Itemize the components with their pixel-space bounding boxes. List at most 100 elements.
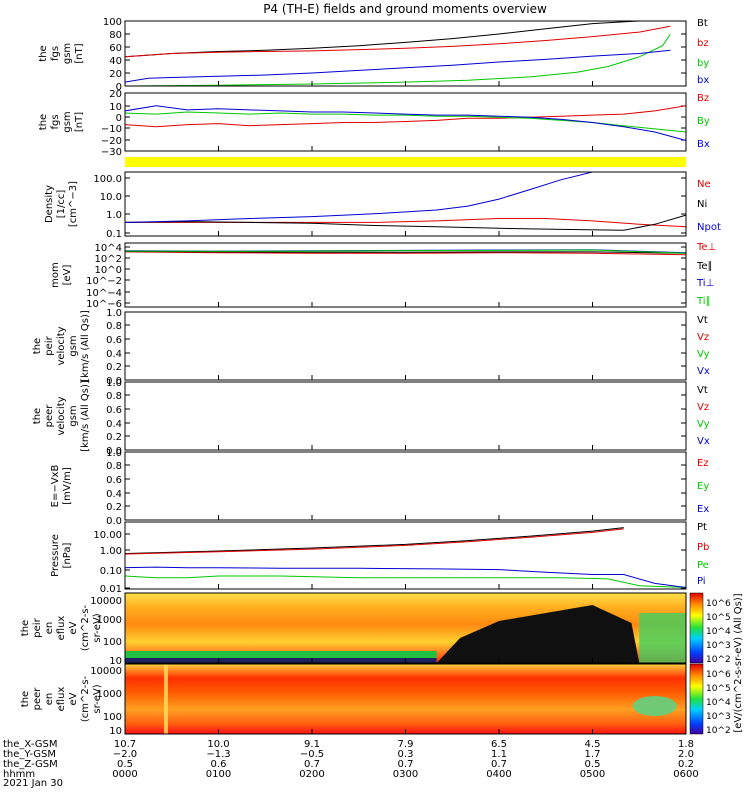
xaxis-row-label: the_X-GSM <box>3 739 57 750</box>
panel-7-ylabel: E=−VxB <box>50 465 61 508</box>
panel-6-ytick: 0.6 <box>106 405 122 416</box>
xaxis-row-value: 10.0 <box>207 739 229 750</box>
colorbar-tick: 10^6 <box>706 670 731 680</box>
panel-9-ylabel: en <box>44 622 55 635</box>
panel-8-ytick: 1.00 <box>100 546 122 557</box>
series-Ti∥ <box>124 249 687 254</box>
panel-2-ytick: −20 <box>101 136 122 147</box>
legend-Ti∥: Ti∥ <box>696 296 711 307</box>
panel-7-ytick: 0.8 <box>106 461 122 472</box>
xaxis-row-value: 0.5 <box>585 759 601 770</box>
series-Bx <box>124 105 687 141</box>
plot-title: P4 (TH-E) fields and ground moments over… <box>263 2 547 16</box>
colorbar-label: [eV/(cm^2-s-sr-eV) (All Qs)] <box>733 593 744 732</box>
panel-10-ytick: 1000 <box>97 689 122 700</box>
colorbar-tick: 10^4 <box>706 698 731 708</box>
panel-8-ytick: 0.10 <box>100 566 122 577</box>
legend-Vx: Vx <box>697 436 710 447</box>
panel-9-ylabel: peir <box>32 617 43 637</box>
panel-2-ytick: −30 <box>101 147 122 158</box>
panel-5-ylabel: gsm <box>68 335 79 356</box>
panel-10-ylabel: eV <box>68 692 79 705</box>
legend-Pb: Pb <box>697 542 709 553</box>
panel-10-ylabel: en <box>44 693 55 706</box>
panel-4 <box>124 242 687 308</box>
panel-5-ylabel: [km/s (All Qs)] <box>80 310 91 382</box>
panel-9 <box>124 592 687 664</box>
series-Bt <box>124 20 671 58</box>
panel-3-ylabel: [cm^−3] <box>68 181 79 227</box>
legend-Vt: Vt <box>697 385 708 396</box>
panel-6-ytick: 0.8 <box>106 391 122 402</box>
legend-Pe: Pe <box>697 560 709 571</box>
panel-9-ylabel: eflux <box>56 616 67 641</box>
panel-6-ytick: 1.0 <box>106 378 122 389</box>
panel-5-ylabel: the <box>32 338 43 354</box>
panel-2-ytick: −10 <box>101 124 122 135</box>
legend-Vx: Vx <box>697 366 710 377</box>
legend-Ez: Ez <box>697 458 709 469</box>
panel-3-ytick: 10.0 <box>100 192 122 203</box>
legend-Ni: Ni <box>697 199 707 210</box>
legend-Vy: Vy <box>697 419 710 430</box>
series-Pe <box>124 575 687 588</box>
series-Te∥ <box>124 250 687 254</box>
panel-6-ylabel: velocity <box>56 396 67 435</box>
series-by <box>124 33 671 87</box>
xaxis-row-label: the_Y-GSM <box>3 749 56 760</box>
series-bx <box>124 49 671 83</box>
panel-1 <box>124 20 687 87</box>
panel-7-ytick: 0.0 <box>106 516 122 527</box>
xaxis-row-value: 0.3 <box>398 749 414 760</box>
legend-Pi: Pi <box>697 576 706 587</box>
series-Ni <box>124 214 687 231</box>
panel-3-ylabel: [1/cc] <box>56 190 67 219</box>
panel-1-ylabel: fgs <box>50 46 61 61</box>
colorbar-tick: 10^6 <box>706 599 731 609</box>
panel-4-ytick: 10^−6 <box>86 299 122 310</box>
panel-10-ylabel: the <box>20 691 31 707</box>
panel-8 <box>124 521 687 590</box>
heatmap-low-flux-region <box>436 605 640 663</box>
panel-3-ytick: 100.0 <box>93 174 122 185</box>
panel-6-ylabel: gsm <box>68 405 79 426</box>
legend-Te⊥: Te⊥ <box>696 242 716 253</box>
xaxis-row-value: 1.1 <box>491 749 507 760</box>
legend-Npot: Npot <box>697 222 721 233</box>
panel-1-ylabel: gsm <box>62 43 73 64</box>
xaxis-row-value: 0.6 <box>211 759 227 770</box>
xaxis-row-value: 1.7 <box>585 749 601 760</box>
xaxis-row-value: 1.8 <box>678 739 694 750</box>
legend-Vz: Vz <box>697 402 709 413</box>
legend-Te∥: Te∥ <box>696 261 713 272</box>
colorbar-2 <box>689 663 704 735</box>
panel-9-ylabel: the <box>20 620 31 636</box>
legend-By: By <box>697 116 710 127</box>
xaxis-row-value: 0.5 <box>117 759 133 770</box>
panel-5-ytick: 0.4 <box>106 349 122 360</box>
panel-6-ylabel: the <box>32 408 43 424</box>
panel-4-ytick: 10^0 <box>95 265 122 276</box>
series-Pi <box>124 566 687 588</box>
panel-10-ylabel: eflux <box>56 687 67 712</box>
panel-5-ytick: 0.8 <box>106 321 122 332</box>
panel-9-ylabel: sr-eV) <box>92 613 103 642</box>
legend-Bz: Bz <box>697 93 709 104</box>
panel-5-ytick: 0.2 <box>106 362 122 373</box>
legend-Vz: Vz <box>697 332 709 343</box>
panel-2-ytick: 20 <box>109 89 122 100</box>
panel-10-ytick: 10 <box>109 726 122 737</box>
heatmap-bottom-band <box>125 658 437 663</box>
panel-10-ylabel: peer <box>32 687 43 711</box>
panel-7-ytick: 0.2 <box>106 502 122 513</box>
panel-8-ylabel: [nPa] <box>62 542 73 568</box>
xaxis-row-value: 2.0 <box>678 749 694 760</box>
panel-1-ytick: 0 <box>116 82 122 93</box>
colorbar-tick: 10^4 <box>706 627 731 637</box>
xaxis-row-value: 0.7 <box>304 759 320 770</box>
panel-5-ytick: 1.0 <box>106 308 122 319</box>
legend-Bx: Bx <box>697 139 710 150</box>
heatmap-low-band <box>125 651 437 658</box>
xaxis-row-value: 0000 <box>112 769 137 780</box>
